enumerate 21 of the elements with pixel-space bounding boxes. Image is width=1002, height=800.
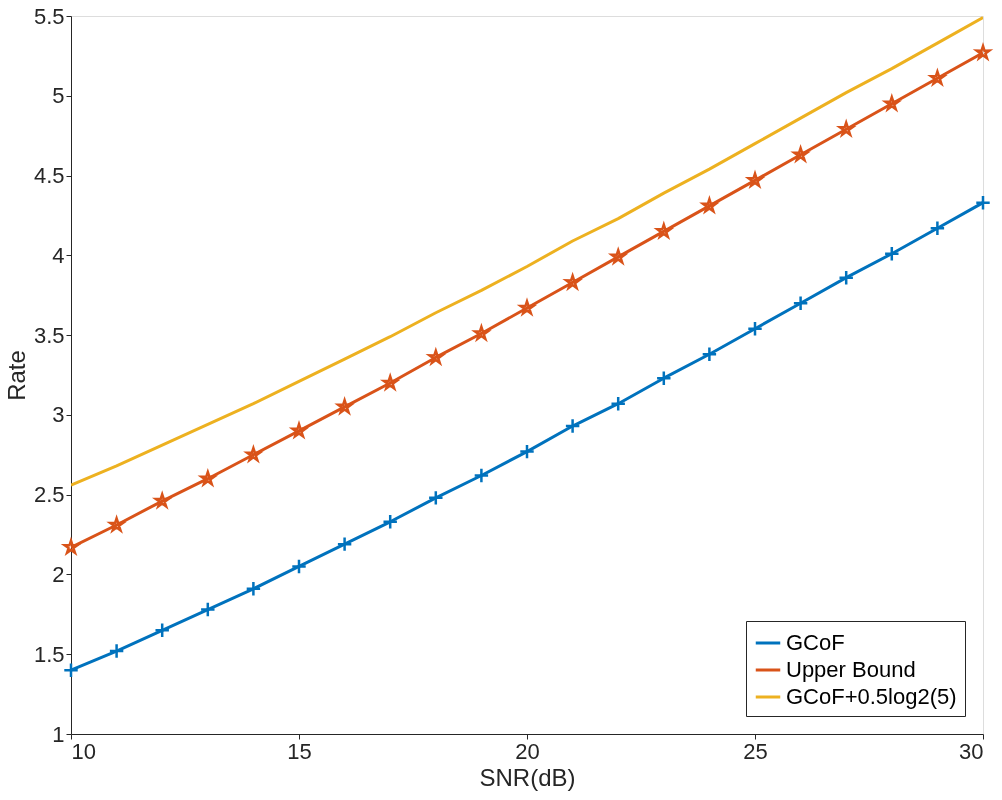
x-tick-label: 20 [515,738,540,764]
x-tick-label: 25 [743,738,768,764]
y-tick-label: 3 [52,402,65,428]
y-tick-label: 1 [52,721,65,747]
y-tick-label: 4 [52,242,65,268]
y-tick-label: 5.5 [33,3,65,29]
y-tick-label: 2.5 [33,482,65,508]
y-tick-label: 4.5 [33,163,65,189]
line-series [71,16,983,487]
x-tick-label: 15 [287,738,312,764]
legend-label: GCoF [786,630,845,655]
legend-label: Upper Bound [786,657,916,682]
y-tick-label: 2 [52,561,65,587]
x-tick-label: 10 [71,738,96,764]
y-tick-label: 3.5 [33,322,65,348]
y-axis-title: Rate [2,350,30,401]
x-axis-title: SNR(dB) [479,763,576,791]
y-tick-label: 5 [52,83,65,109]
x-tick-label: 30 [959,738,984,764]
y-tick-label: 1.5 [33,641,65,667]
legend-label: GCoF+0.5log2(5) [786,684,957,709]
